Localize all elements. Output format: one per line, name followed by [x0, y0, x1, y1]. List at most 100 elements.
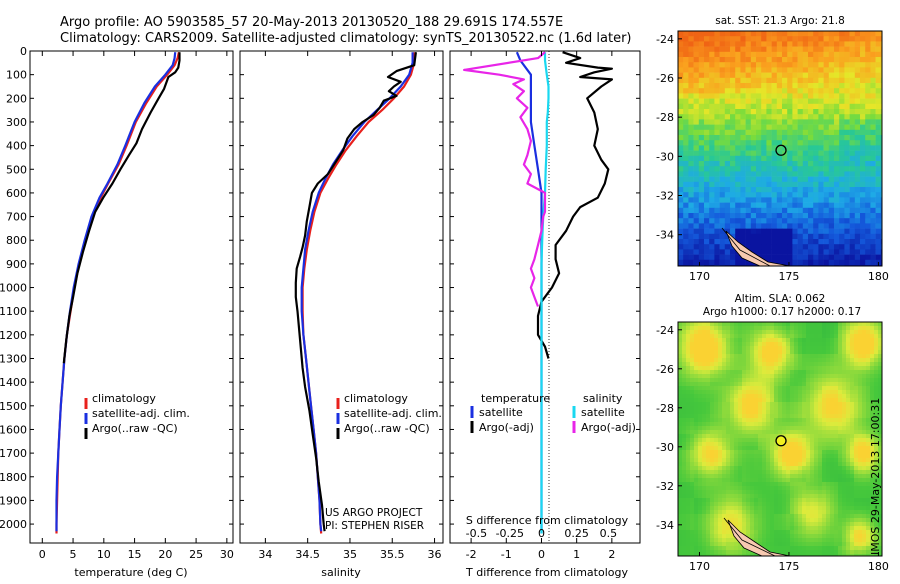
sla-cell	[742, 418, 746, 422]
sst-cell	[709, 99, 715, 105]
sst-cell	[834, 99, 840, 105]
sla-cell	[834, 430, 838, 434]
sla-cell	[846, 322, 850, 326]
sla-cell	[782, 354, 786, 358]
sla-cell	[810, 462, 814, 466]
sst-cell	[772, 57, 778, 63]
sla-cell	[722, 482, 726, 486]
sla-cell	[686, 338, 690, 342]
sla-cell	[714, 398, 718, 402]
sst-cell	[766, 171, 772, 177]
sst-cell	[792, 62, 798, 67]
sla-cell	[782, 514, 786, 518]
sla-cell	[790, 422, 794, 426]
sst-cell	[855, 203, 861, 209]
x-tick-label: 34	[258, 548, 272, 561]
sla-cell	[714, 422, 718, 426]
sla-cell	[698, 446, 702, 450]
sst-cell	[725, 41, 731, 47]
sla-cell	[738, 446, 742, 450]
sst-cell	[746, 93, 752, 99]
sla-cell	[722, 354, 726, 358]
sla-cell	[794, 346, 798, 350]
sla-cell	[858, 374, 862, 378]
sla-cell	[678, 362, 682, 366]
sst-cell	[829, 255, 835, 261]
figure-title-line2: Climatology: CARS2009. Satellite-adjuste…	[60, 31, 632, 46]
sst-cell	[844, 41, 850, 47]
sla-cell	[746, 506, 750, 510]
sst-cell	[850, 104, 856, 110]
sla-cell	[754, 422, 758, 426]
sst-cell	[720, 130, 726, 136]
sst-cell	[709, 177, 715, 183]
sla-cell	[738, 334, 742, 338]
sla-cell	[742, 354, 746, 358]
sla-cell	[722, 398, 726, 402]
legend-label-argo: Argo(..raw -QC)	[92, 422, 178, 435]
sla-cell	[782, 338, 786, 342]
sla-cell	[846, 398, 850, 402]
sst-cell	[798, 255, 804, 261]
sla-cell	[722, 494, 726, 498]
sst-cell	[678, 151, 684, 157]
sst-cell	[756, 234, 762, 240]
sla-cell	[758, 422, 762, 426]
sla-cell	[858, 326, 862, 330]
sst-cell	[678, 223, 684, 229]
sla-cell	[722, 346, 726, 350]
sla-cell	[774, 450, 778, 454]
sla-cell	[690, 362, 694, 366]
sla-cell	[734, 378, 738, 382]
sla-cell	[818, 418, 822, 422]
sst-cell	[818, 36, 824, 42]
sla-cell	[810, 346, 814, 350]
sla-cell	[734, 354, 738, 358]
sst-cell	[787, 203, 793, 209]
sst-cell	[699, 166, 705, 172]
sst-cell	[860, 67, 866, 73]
sst-cell	[860, 182, 866, 188]
sla-cell	[858, 510, 862, 514]
sla-cell	[798, 370, 802, 374]
sla-cell	[802, 454, 806, 458]
sst-cell	[850, 182, 856, 188]
sla-cell	[686, 442, 690, 446]
sla-cell	[798, 518, 802, 522]
sla-cell	[850, 414, 854, 418]
sla-cell	[794, 478, 798, 482]
sst-cell	[803, 213, 809, 219]
sst-cell	[714, 166, 720, 172]
sst-cell	[751, 130, 757, 136]
sst-cell	[844, 244, 850, 250]
sst-cell	[709, 109, 715, 115]
sst-cell	[798, 187, 804, 193]
sla-cell	[690, 518, 694, 522]
sla-cell	[706, 330, 710, 334]
sst-cell	[772, 229, 778, 235]
sla-cell	[690, 498, 694, 502]
sla-cell	[686, 414, 690, 418]
depth-tick-label: 200	[6, 92, 27, 105]
sst-cell	[844, 192, 850, 198]
sst-cell	[688, 166, 694, 172]
sla-cell	[678, 474, 682, 478]
sla-cell	[806, 422, 810, 426]
sla-cell	[802, 338, 806, 342]
sst-cell	[761, 244, 767, 250]
sst-cell	[720, 187, 726, 193]
sst-cell	[813, 208, 819, 214]
sla-cell	[750, 450, 754, 454]
sst-cell	[829, 203, 835, 209]
sla-cell	[766, 386, 770, 390]
sla-cell	[706, 346, 710, 350]
sst-cell	[860, 104, 866, 110]
sla-cell	[718, 346, 722, 350]
sst-cell	[782, 67, 788, 73]
sla-cell	[734, 362, 738, 366]
depth-tick-label: 1800	[0, 471, 27, 484]
sst-cell	[683, 182, 689, 188]
sla-cell	[794, 482, 798, 486]
sla-cell	[750, 430, 754, 434]
sla-cell	[774, 410, 778, 414]
